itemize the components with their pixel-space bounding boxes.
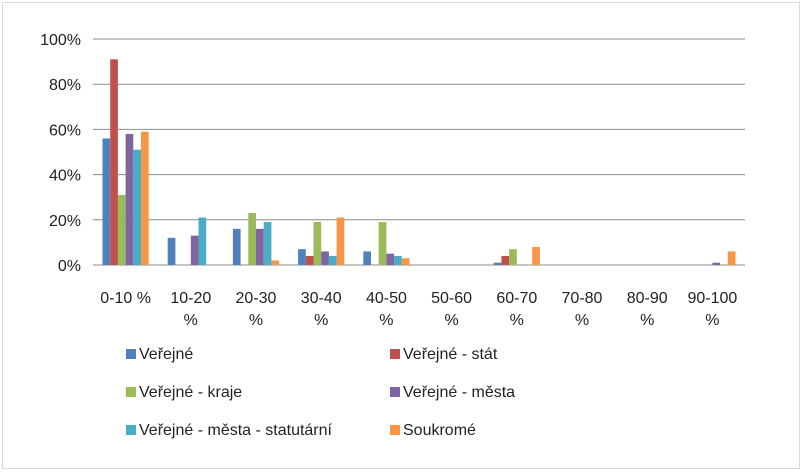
bar-3-3 [248,213,256,265]
bar-4-2 [190,235,199,265]
x-tick-label: 50-60% [431,290,472,329]
x-tick-label-line: 30-40 [301,290,342,307]
bar-6-4 [336,217,345,265]
y-tick-label: 80% [49,77,81,94]
x-tick-label: 30-40% [301,290,342,329]
x-tick-label-line: 80-90 [627,290,668,307]
x-tick-label: 0-10 % [100,290,151,307]
legend-swatch [126,425,136,435]
legend-swatch [390,349,400,359]
legend-swatch [390,387,400,397]
bar-1-3 [232,228,241,265]
bar-4-5 [386,253,395,265]
bar-1-5 [363,251,371,265]
bar-6-3 [271,260,280,265]
x-tick-label-line: 10-20 [170,290,211,307]
x-tick-label-line: % [314,312,328,329]
x-tick-label: 60-70% [496,290,537,329]
x-tick-label: 90-100% [687,290,737,329]
bar-5-4 [328,255,337,265]
bar-3-1 [117,194,126,265]
bars [102,59,736,266]
x-tick-label-line: % [510,312,524,329]
x-axis: 0-10 % 10-20 %20-30 %30-40 %40-50 %50-60 %60-7… [100,290,737,329]
x-tick-label-line: 50-60 [431,290,472,307]
legend-label: Veřejné - města [403,384,515,401]
bar-4-1 [125,133,134,265]
bar-2-7 [501,255,510,265]
bar-1-4 [298,249,306,265]
legend-label: Veřejné - kraje [139,384,242,401]
x-tick-label-line: 40-50 [366,290,407,307]
bar-chart: 0%20%40%60%80%100% 0-10 % 10-20 %20-30 %30-… [40,32,745,439]
x-tick-label: 10-20% [170,290,211,329]
x-tick-label: 70-80% [562,290,603,329]
x-tick-label-line: 0-10 % [100,290,151,307]
bar-1-7 [493,262,502,265]
x-tick-label-line: % [379,312,393,329]
bar-6-7 [532,246,540,265]
bar-2-1 [110,59,118,266]
x-tick-label-line: 20-30 [236,290,277,307]
y-tick-label: 0% [58,258,81,275]
y-axis: 0% 20% 40% 60% 80% 100% [40,32,81,275]
x-tick-label: 20-30% [236,290,277,329]
bar-1-1 [102,138,111,265]
y-tick-label: 40% [49,168,81,185]
x-tick-label-line: % [640,312,654,329]
bar-3-7 [509,249,517,265]
bar-2-4 [305,255,314,265]
y-tick-label: 20% [49,213,81,230]
bar-3-4 [313,222,322,265]
x-tick-label: 40-50% [366,290,407,329]
x-tick-label-line: % [184,312,198,329]
legend-label: Veřejné [139,346,193,363]
legend-swatch [126,387,136,397]
bar-6-1 [141,131,149,265]
bar-6-5 [401,258,410,265]
bar-5-5 [394,255,402,265]
bar-6-10 [727,251,736,265]
bar-4-4 [321,251,329,265]
legend-label: Veřejné - stát [403,346,498,363]
x-tick-label-line: 90-100 [687,290,737,307]
x-tick-label-line: % [444,312,458,329]
bar-1-2 [167,237,176,265]
legend: Veřejné Veřejné - stát Veřejné - kraje Veře… [126,346,515,439]
legend-label: Soukromé [403,422,476,439]
x-tick-label-line: 60-70 [496,290,537,307]
bar-3-5 [378,222,387,265]
bar-4-3 [256,228,264,265]
grid-lines [93,38,745,266]
bar-4-10 [712,262,721,265]
y-tick-label: 60% [49,122,81,139]
bar-5-1 [133,149,141,265]
bar-5-2 [198,217,207,265]
bar-5-3 [263,222,272,265]
x-tick-label: 80-90% [627,290,668,329]
y-tick-label: 100% [40,32,81,49]
legend-swatch [126,349,136,359]
x-tick-label-line: % [575,312,589,329]
legend-label: Veřejné - města - statutární [139,422,333,439]
x-tick-label-line: % [249,312,263,329]
chart-frame: 0% 20% 40% 60% 80% 100% 0-10 % 10-20% 20-30% 30-… [2,2,800,469]
x-tick-label-line: % [705,312,719,329]
legend-swatch [390,425,400,435]
x-tick-label-line: 70-80 [562,290,603,307]
